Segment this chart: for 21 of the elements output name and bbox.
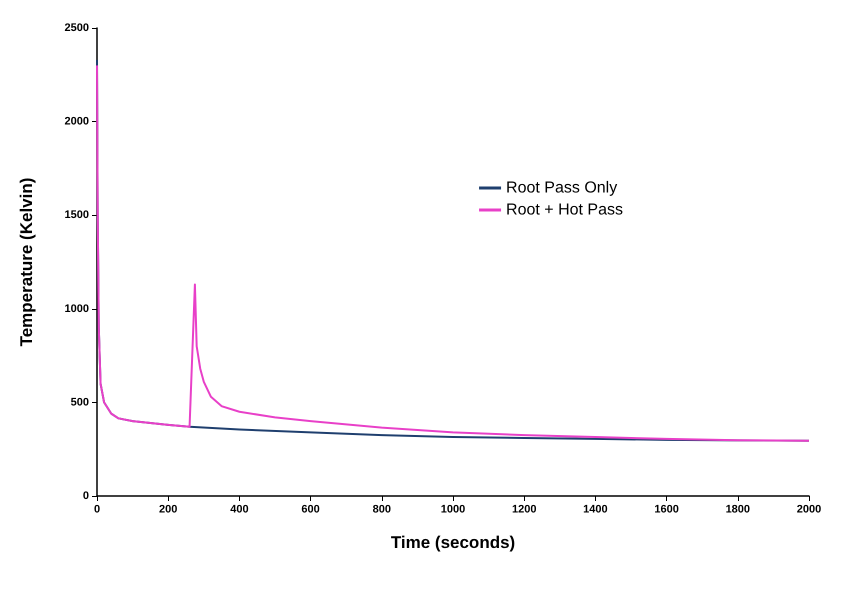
y-tick-label: 0 (82, 490, 89, 502)
y-axis-title: Temperature (Kelvin) (17, 178, 36, 346)
x-tick-label: 200 (159, 504, 178, 516)
x-tick-label: 1000 (440, 504, 466, 516)
legend-label: Root Pass Only (506, 180, 618, 196)
y-tick-label: 2500 (64, 22, 89, 34)
x-tick-label: 2000 (796, 504, 822, 516)
x-tick-label: 600 (301, 504, 320, 516)
x-tick-label: 1400 (583, 504, 608, 516)
y-tick-label: 1000 (64, 302, 89, 315)
legend-label: Root + Hot Pass (506, 202, 624, 218)
x-tick-label: 800 (372, 504, 391, 516)
x-tick-label: 1600 (654, 504, 679, 516)
x-tick-label: 1200 (512, 504, 536, 516)
x-tick-label: 0 (94, 504, 100, 516)
y-tick-label: 500 (70, 396, 89, 408)
x-tick-label: 400 (230, 504, 249, 516)
x-axis-title: Time (seconds) (390, 533, 516, 552)
x-tick-label: 1800 (726, 504, 750, 516)
y-tick-label: 2000 (64, 116, 89, 128)
y-tick-label: 1500 (64, 209, 89, 222)
